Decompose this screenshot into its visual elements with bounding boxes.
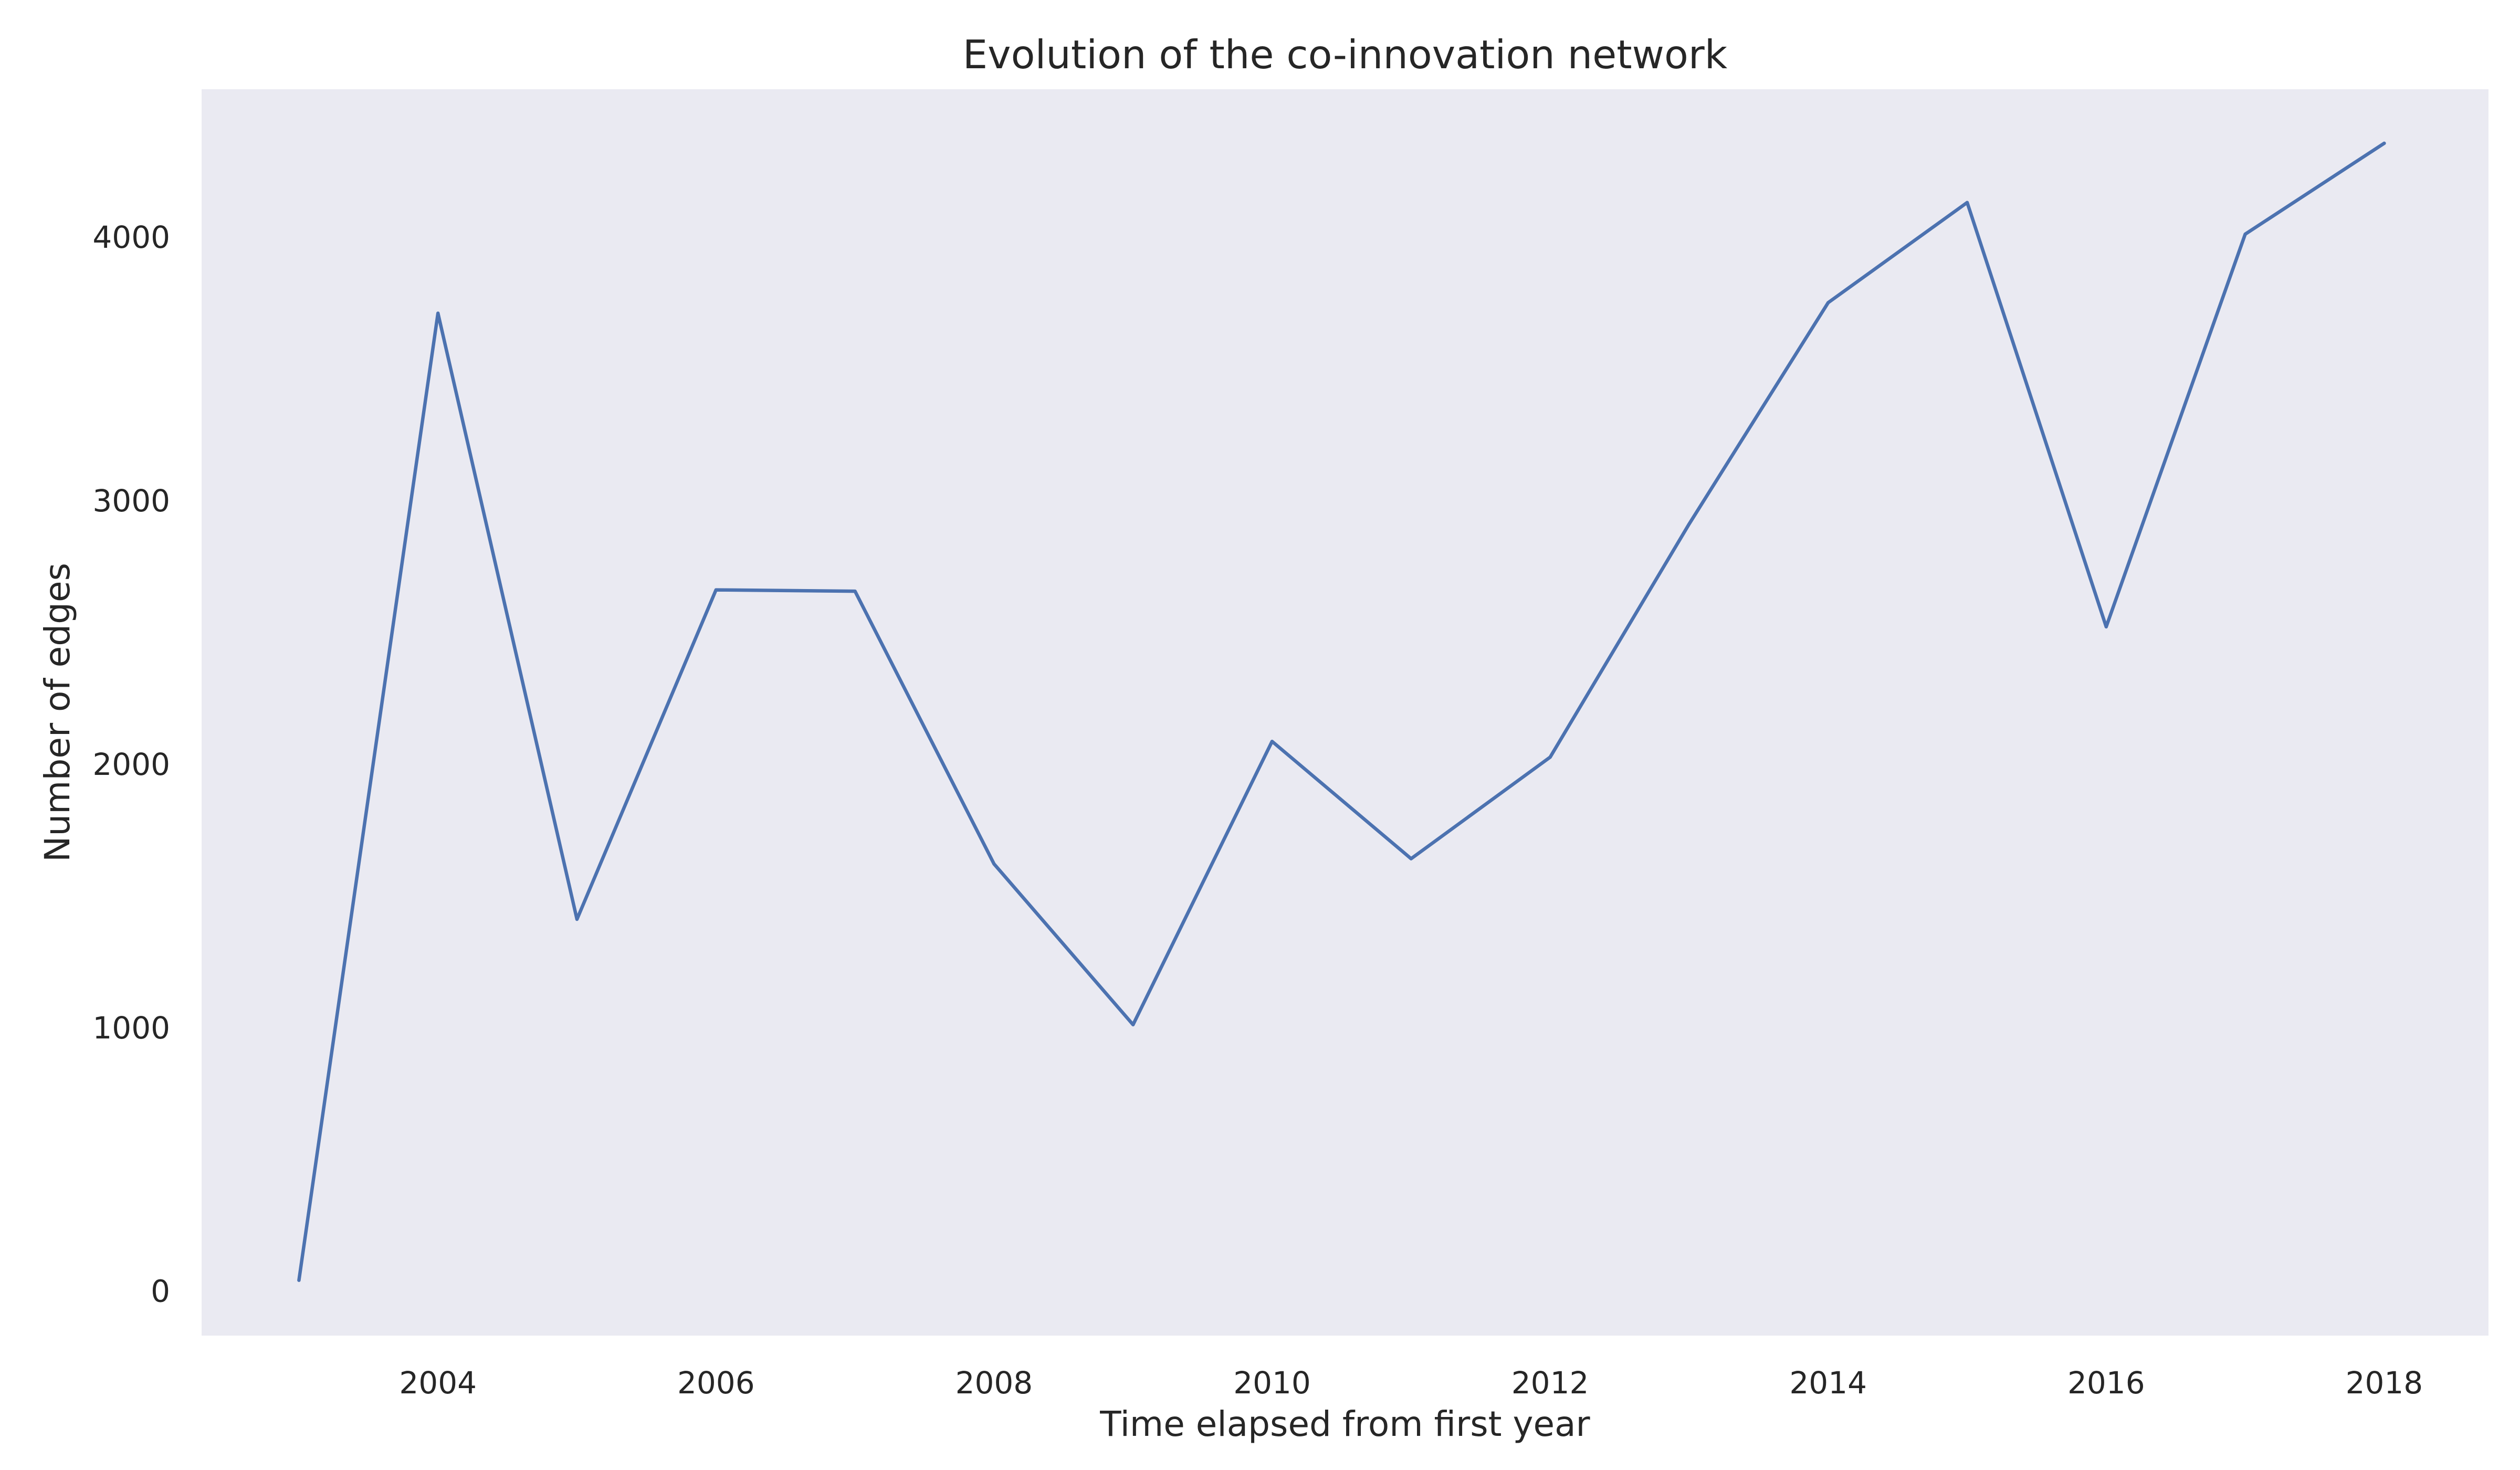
y-tick-label-0: 0 [151,1274,170,1309]
series-line-1 [297,141,2386,1282]
data-point-2010 [1270,740,1274,743]
y-tick-label-1000: 1000 [92,1010,170,1046]
x-tick-label-2012: 2012 [1511,1365,1589,1401]
data-point-2011 [1409,857,1413,860]
chart-title: Evolution of the co-innovation network [963,32,1728,78]
y-axis-label: Number of edges [37,563,78,862]
data-point-2009 [1131,1023,1135,1026]
x-tick-label-2008: 2008 [956,1365,1033,1401]
data-point-2018 [2382,141,2386,145]
data-point-2017 [2243,233,2247,236]
x-axis-label: Time elapsed from first year [1099,1404,1590,1444]
y-tick-labels: 0 1000 2000 3000 4000 [92,219,170,1309]
data-point-2014 [1826,301,1830,304]
x-tick-label-2016: 2016 [2067,1365,2145,1401]
x-tick-labels: 2004 2006 2008 2010 2012 2014 2016 2018 [399,1365,2423,1401]
data-point-2006 [714,588,718,592]
y-tick-label-3000: 3000 [92,483,170,519]
x-tick-label-2006: 2006 [677,1365,755,1401]
data-point-2015 [1966,201,1969,204]
y-tick-label-4000: 4000 [92,219,170,255]
plot-area [202,89,2488,1336]
x-tick-label-2010: 2010 [1233,1365,1311,1401]
x-tick-label-2004: 2004 [399,1365,477,1401]
data-point-2004 [436,311,440,315]
data-point-2003 [297,1278,301,1282]
y-tick-label-2000: 2000 [92,747,170,782]
x-tick-label-2018: 2018 [2346,1365,2423,1401]
data-point-2005 [575,918,579,921]
data-point-2016 [2104,625,2108,628]
x-tick-label-2014: 2014 [1789,1365,1867,1401]
data-point-2007 [853,590,857,593]
series-layer [297,141,2386,1282]
data-point-2013 [1687,522,1691,526]
data-point-2012 [1548,755,1552,759]
data-point-2008 [992,862,996,866]
